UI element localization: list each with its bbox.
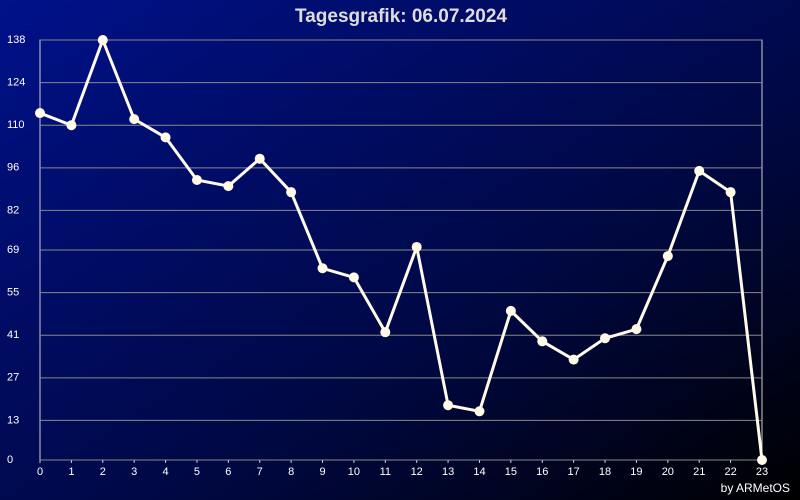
data-point xyxy=(662,251,673,262)
x-tick-label: 14 xyxy=(473,466,485,478)
data-point xyxy=(380,327,391,338)
x-tick-label: 16 xyxy=(536,466,548,478)
credit: by ARMetOS xyxy=(721,481,790,495)
data-point xyxy=(254,153,265,164)
x-tick-label: 11 xyxy=(380,466,391,478)
x-tick-label: 17 xyxy=(568,466,580,478)
data-point xyxy=(160,132,171,143)
x-tick-label: 4 xyxy=(163,466,169,478)
data-point xyxy=(129,114,140,125)
data-point xyxy=(631,324,642,335)
data-point xyxy=(348,272,359,283)
x-tick-label: 15 xyxy=(505,466,517,478)
data-point xyxy=(694,165,705,176)
data-point xyxy=(35,108,45,119)
x-tick-label: 22 xyxy=(724,466,736,478)
x-tick-label: 8 xyxy=(288,466,294,478)
x-tick-label: 21 xyxy=(693,466,705,478)
y-tick-label: 124 xyxy=(7,77,25,89)
y-tick-label: 13 xyxy=(7,414,19,426)
data-line xyxy=(39,38,764,461)
y-tick-label: 110 xyxy=(7,119,25,131)
x-tick-label: 13 xyxy=(442,466,454,478)
x-tick-label: 1 xyxy=(68,466,74,478)
y-tick-label: 0 xyxy=(7,454,13,466)
chart-title: Tagesgrafik: 06.07.2024 xyxy=(295,6,507,27)
y-tick-label: 41 xyxy=(7,329,19,341)
data-point xyxy=(474,406,485,417)
data-point xyxy=(223,181,234,192)
x-tick-label: 3 xyxy=(131,466,137,478)
x-tick-label: 9 xyxy=(319,466,325,478)
x-tick-label: 0 xyxy=(37,466,43,478)
data-point xyxy=(725,187,736,198)
y-tick-label: 82 xyxy=(7,204,19,216)
data-point xyxy=(537,336,548,347)
data-point xyxy=(411,241,422,252)
data-point xyxy=(97,35,108,45)
data-point xyxy=(505,305,516,316)
y-tick-label: 55 xyxy=(7,287,19,299)
y-tick-label: 27 xyxy=(7,372,19,384)
data-point xyxy=(757,455,767,465)
x-tick-label: 7 xyxy=(257,466,263,478)
x-tick-label: 19 xyxy=(630,466,642,478)
x-tick-label: 2 xyxy=(100,466,106,478)
x-tick-label: 23 xyxy=(756,466,768,478)
data-point xyxy=(191,175,202,185)
y-tick-label: 96 xyxy=(7,162,19,174)
data-point xyxy=(568,354,579,365)
data-point xyxy=(66,120,77,131)
data-point xyxy=(317,263,328,274)
x-tick-label: 5 xyxy=(194,466,200,478)
y-tick-label: 138 xyxy=(7,34,25,46)
x-tick-label: 20 xyxy=(662,466,674,478)
data-point xyxy=(600,333,611,344)
x-tick-label: 12 xyxy=(411,466,423,478)
y-tick-label: 69 xyxy=(7,244,19,256)
x-tick-label: 18 xyxy=(599,466,611,478)
data-point xyxy=(443,400,454,411)
x-tick-label: 10 xyxy=(348,466,360,478)
data-point xyxy=(286,187,297,198)
x-tick-label: 6 xyxy=(225,466,231,478)
